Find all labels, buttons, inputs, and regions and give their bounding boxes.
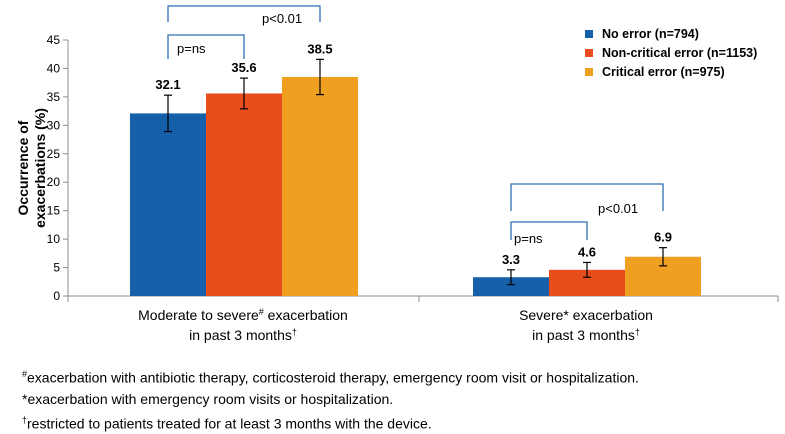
data-label: 3.3	[502, 252, 520, 267]
significance-label: p<0.01	[262, 11, 302, 26]
bar-no-error-2	[473, 277, 549, 296]
bar-critical-error-1	[282, 76, 358, 296]
y-tick-label: 5	[53, 261, 60, 275]
category-label-line1: Moderate to severe# exacerbation	[138, 307, 348, 323]
bar-no-error-1	[130, 113, 206, 297]
category-label-line2: in past 3 months†	[532, 327, 640, 343]
data-label: 38.5	[307, 41, 332, 56]
footnotes: #exacerbation with antibiotic therapy, c…	[22, 364, 639, 434]
legend-swatch	[585, 30, 593, 38]
data-label: 6.9	[654, 230, 672, 245]
y-tick-label: 0	[53, 289, 60, 303]
y-tick-label: 10	[47, 232, 61, 246]
y-tick-label: 35	[47, 90, 61, 104]
category-label-text: Moderate to severe	[138, 307, 259, 323]
y-tick-label: 25	[47, 147, 61, 161]
significance-bracket	[167, 34, 245, 59]
significance-label: p=ns	[514, 231, 543, 246]
footnote-1: #exacerbation with antibiotic therapy, c…	[22, 369, 639, 386]
y-axis-label: Occurrence ofexacerbations (%)	[15, 108, 48, 228]
significance-bracket	[167, 5, 321, 22]
category-label-superscript: †	[635, 327, 640, 337]
category-label-line1: Severe* exacerbation	[519, 307, 653, 323]
data-label: 4.6	[578, 244, 596, 259]
significance-bracket	[510, 183, 664, 211]
bar-non-critical-error-1	[206, 93, 282, 296]
y-tick-label: 40	[47, 61, 61, 75]
y-tick-label: 45	[47, 33, 61, 47]
category-label-superscript: †	[292, 327, 297, 337]
legend-swatch	[585, 49, 593, 57]
legend-label: Critical error (n=975)	[602, 65, 725, 79]
y-tick-label: 15	[47, 204, 61, 218]
data-label: 32.1	[155, 77, 180, 92]
legend-label: No error (n=794)	[602, 27, 699, 41]
significance-label: p=ns	[177, 41, 206, 56]
footnote-2: *exacerbation with emergency room visits…	[22, 390, 394, 407]
significance-label: p<0.01	[598, 201, 638, 216]
y-axis-label-line: Occurrence of	[15, 120, 31, 215]
category-label-text: in past 3 months	[189, 327, 292, 343]
category-label-text: Severe* exacerbation	[519, 307, 653, 323]
legend-label: Non-critical error (n=1153)	[602, 46, 757, 60]
data-label: 35.6	[231, 60, 256, 75]
category-label-text: in past 3 months	[532, 327, 635, 343]
y-tick-label: 30	[47, 118, 61, 132]
legend-swatch	[585, 68, 593, 76]
y-tick-label: 20	[47, 175, 61, 189]
footnote-3: †restricted to patients treated for at l…	[22, 414, 432, 432]
category-label-line2: in past 3 months†	[189, 327, 297, 343]
y-axis-label-line: exacerbations (%)	[32, 108, 48, 228]
category-label-text: exacerbation	[264, 307, 348, 323]
category-label-superscript: #	[259, 307, 264, 317]
significance-bracket	[510, 221, 588, 240]
